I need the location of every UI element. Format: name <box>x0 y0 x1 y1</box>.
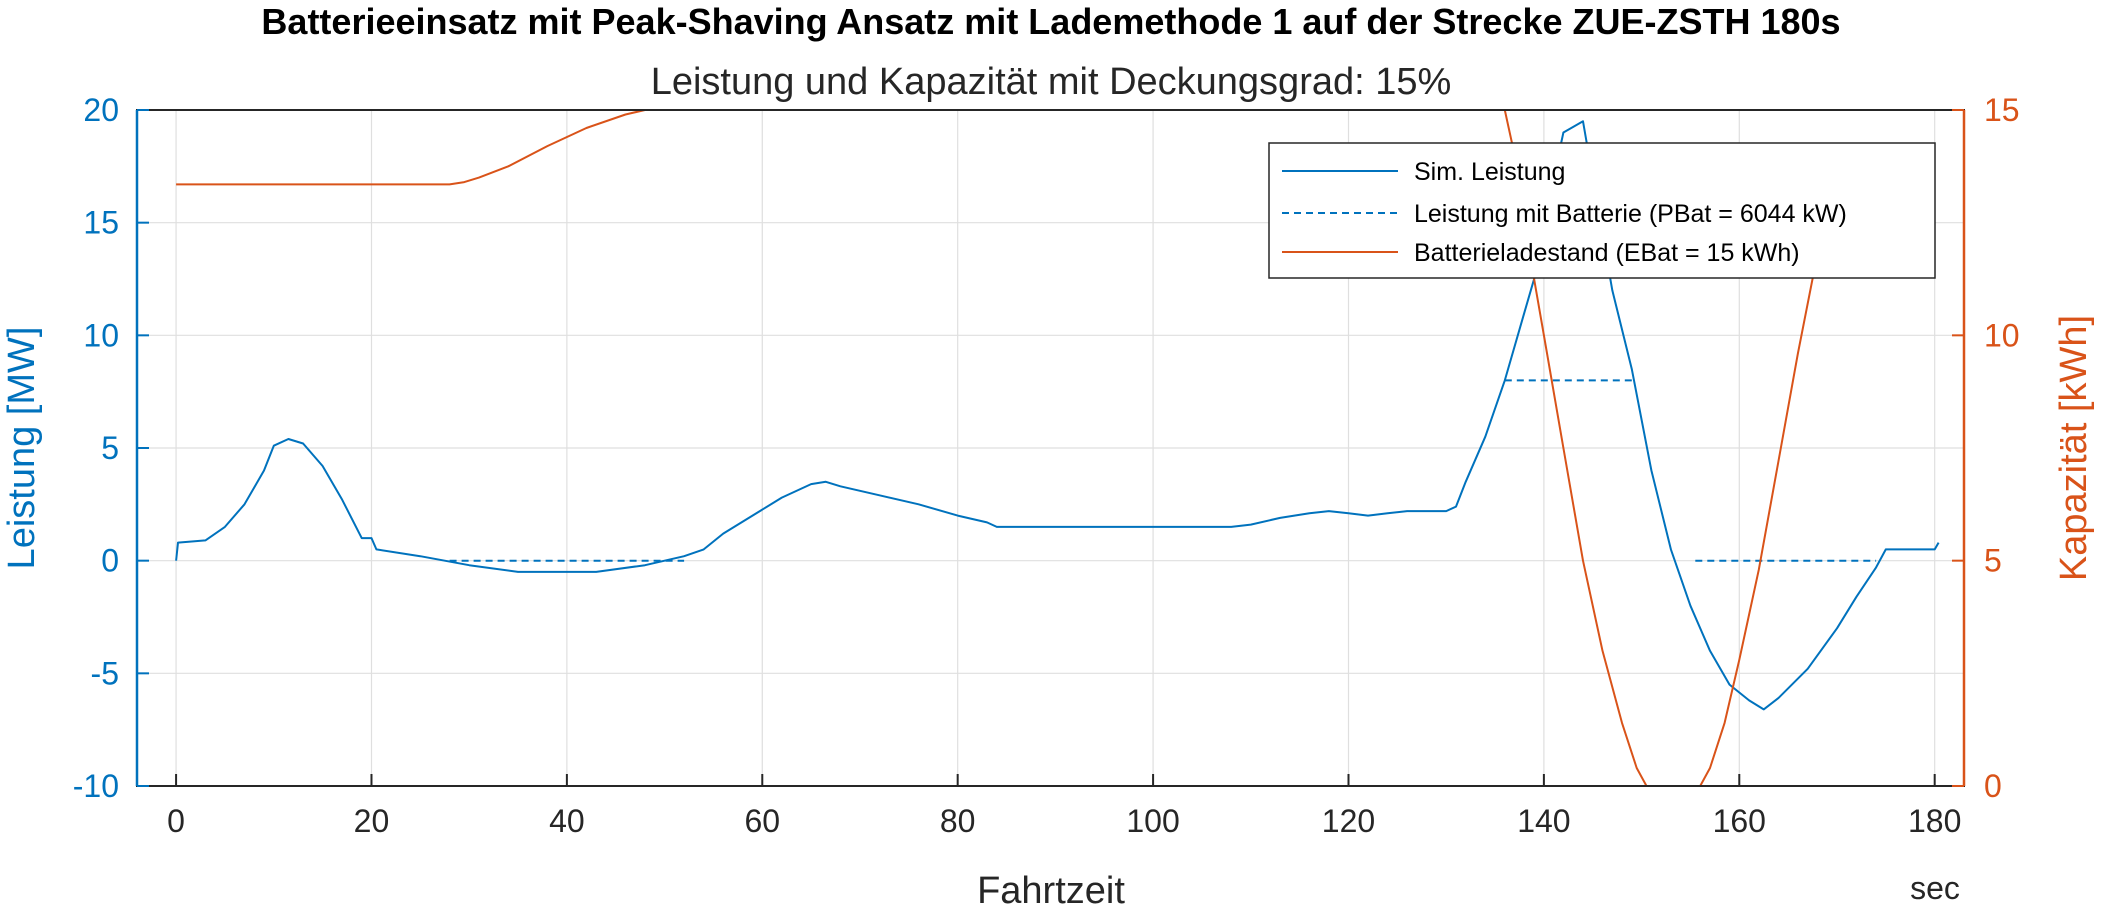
x-tick-label-80: 80 <box>940 803 976 839</box>
legend-label-sim-leistung: Sim. Leistung <box>1414 158 1565 186</box>
legend-box <box>1268 142 1936 279</box>
y-axis-label-right: Kapazität [kWh] <box>2053 315 2095 581</box>
x-tick-label-0: 0 <box>167 803 185 839</box>
x-tick-label-20: 20 <box>354 803 390 839</box>
series-sim-leistung-line <box>175 120 1940 711</box>
x-tick-label-140: 140 <box>1517 803 1570 839</box>
y-right-tick-label-0: 0 <box>1984 768 2002 804</box>
y-right-tick-label-10: 10 <box>1984 317 2020 353</box>
y-left-tick-label-5: 5 <box>101 430 119 466</box>
x-tick-label-180: 180 <box>1908 803 1961 839</box>
y-left-tick-label-0: 0 <box>101 543 119 579</box>
y-left-tick-label-10: 10 <box>83 317 119 353</box>
y-left-tick-label-15: 15 <box>83 205 119 241</box>
x-tick-label-120: 120 <box>1322 803 1375 839</box>
chart-subtitle: Leistung und Kapazität mit Deckungsgrad:… <box>651 61 1452 103</box>
y-right-tick-label-5: 5 <box>1984 543 2002 579</box>
x-tick-label-160: 160 <box>1713 803 1766 839</box>
y-left-tick-label--10: -10 <box>73 768 119 804</box>
x-tick-label-100: 100 <box>1126 803 1179 839</box>
legend-label-batterieladestand: Batterieladestand (EBat = 15 kWh) <box>1414 239 1800 267</box>
series-batterieladestand-ebat-15-kwh-line <box>176 110 1819 786</box>
x-tick-label-40: 40 <box>549 803 585 839</box>
ticks-layer: 0 20 40 60 80 100 120 140 160 180 -10 -5 0 5 10 15 20 0 5 1… <box>73 92 2020 839</box>
legend: Sim. Leistung Leistung mit Batterie (PBa… <box>1268 142 1936 279</box>
y-left-tick-label-20: 20 <box>83 92 119 128</box>
x-axis-label: Fahrtzeit <box>977 870 1125 909</box>
series-layer <box>175 110 1940 786</box>
x-tick-label-60: 60 <box>744 803 780 839</box>
y-left-tick-label--5: -5 <box>91 655 119 691</box>
legend-label-leistung-mit-batterie: Leistung mit Batterie (PBat = 6044 kW) <box>1414 200 1847 228</box>
y-right-tick-label-15: 15 <box>1984 92 2020 128</box>
chart-title: Batterieeinsatz mit Peak-Shaving Ansatz … <box>261 1 1840 42</box>
x-axis-unit: sec <box>1910 870 1960 906</box>
y-axis-label-left: Leistung [MW] <box>1 327 43 570</box>
